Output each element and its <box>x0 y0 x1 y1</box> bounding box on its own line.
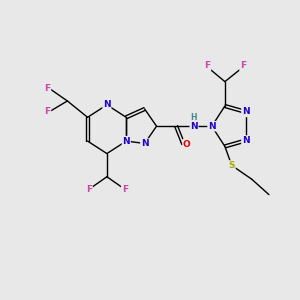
Text: F: F <box>204 61 210 70</box>
Text: N: N <box>242 136 250 145</box>
Text: N: N <box>103 100 111 109</box>
Text: F: F <box>86 185 92 194</box>
Text: F: F <box>44 107 50 116</box>
Text: F: F <box>240 61 246 70</box>
Text: F: F <box>122 185 128 194</box>
Text: N: N <box>122 136 130 146</box>
Text: N: N <box>242 107 250 116</box>
Text: H: H <box>191 113 197 122</box>
Text: N: N <box>190 122 198 131</box>
Text: N: N <box>208 122 216 131</box>
Text: O: O <box>183 140 191 148</box>
Text: N: N <box>141 139 148 148</box>
Text: S: S <box>229 161 235 170</box>
Text: F: F <box>44 84 50 93</box>
